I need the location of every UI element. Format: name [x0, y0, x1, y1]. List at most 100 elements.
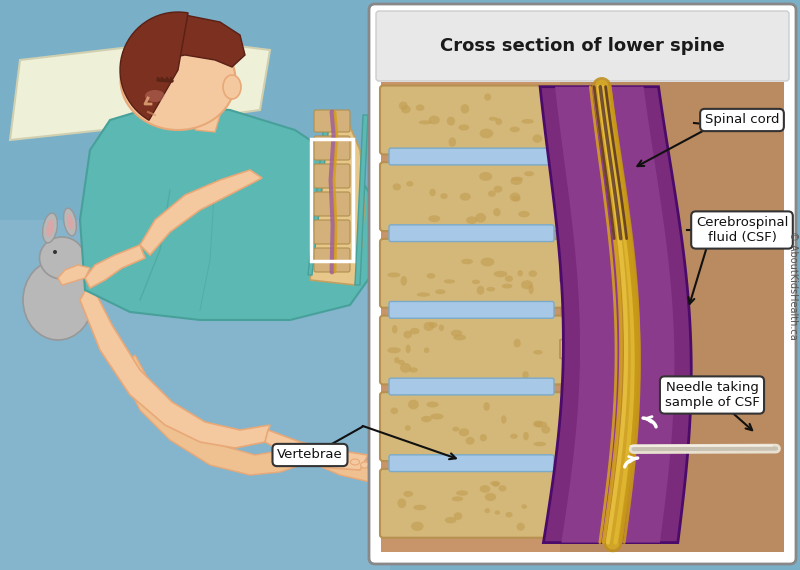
- Ellipse shape: [590, 111, 597, 113]
- Polygon shape: [80, 105, 380, 320]
- Ellipse shape: [533, 350, 542, 355]
- Ellipse shape: [569, 338, 573, 340]
- Ellipse shape: [586, 425, 592, 429]
- Text: © AboutKidsHealth.ca: © AboutKidsHealth.ca: [788, 231, 798, 339]
- Ellipse shape: [568, 491, 575, 496]
- Ellipse shape: [534, 442, 546, 446]
- Polygon shape: [10, 40, 270, 140]
- FancyBboxPatch shape: [369, 4, 796, 564]
- FancyBboxPatch shape: [314, 136, 350, 160]
- Ellipse shape: [480, 434, 487, 441]
- Ellipse shape: [533, 135, 542, 143]
- Ellipse shape: [522, 504, 527, 509]
- Ellipse shape: [590, 109, 594, 113]
- Ellipse shape: [452, 427, 459, 431]
- Ellipse shape: [414, 504, 426, 510]
- Ellipse shape: [408, 400, 418, 409]
- Ellipse shape: [426, 401, 438, 408]
- Ellipse shape: [571, 433, 576, 435]
- Polygon shape: [310, 452, 405, 482]
- Ellipse shape: [445, 517, 457, 523]
- Polygon shape: [265, 430, 368, 470]
- Ellipse shape: [510, 193, 520, 202]
- FancyBboxPatch shape: [314, 110, 350, 132]
- Polygon shape: [195, 112, 220, 132]
- Ellipse shape: [511, 177, 523, 181]
- FancyBboxPatch shape: [314, 220, 350, 244]
- Ellipse shape: [484, 93, 491, 101]
- Ellipse shape: [483, 402, 490, 411]
- Bar: [381, 82, 784, 552]
- Ellipse shape: [429, 322, 438, 328]
- Ellipse shape: [533, 421, 543, 427]
- Ellipse shape: [429, 116, 440, 124]
- Ellipse shape: [393, 184, 401, 190]
- Ellipse shape: [510, 127, 520, 132]
- Ellipse shape: [562, 348, 570, 352]
- Ellipse shape: [523, 432, 529, 441]
- Ellipse shape: [506, 512, 513, 518]
- Ellipse shape: [401, 105, 410, 113]
- Ellipse shape: [501, 416, 506, 424]
- Ellipse shape: [593, 271, 597, 273]
- Ellipse shape: [529, 284, 534, 294]
- Ellipse shape: [472, 280, 480, 284]
- Ellipse shape: [502, 284, 512, 288]
- Ellipse shape: [480, 485, 490, 493]
- FancyBboxPatch shape: [389, 148, 554, 165]
- Ellipse shape: [492, 482, 499, 487]
- Ellipse shape: [409, 367, 418, 373]
- Polygon shape: [140, 170, 262, 255]
- Ellipse shape: [571, 202, 576, 207]
- FancyBboxPatch shape: [380, 316, 563, 384]
- Bar: [560, 82, 784, 552]
- Ellipse shape: [424, 347, 430, 353]
- Ellipse shape: [418, 120, 432, 124]
- Ellipse shape: [350, 459, 359, 465]
- Ellipse shape: [581, 353, 586, 356]
- Ellipse shape: [444, 279, 455, 283]
- Ellipse shape: [461, 104, 470, 113]
- Ellipse shape: [542, 108, 547, 113]
- Ellipse shape: [479, 129, 494, 139]
- Ellipse shape: [494, 208, 501, 217]
- Ellipse shape: [394, 357, 399, 363]
- Ellipse shape: [400, 363, 411, 373]
- FancyBboxPatch shape: [314, 192, 350, 216]
- FancyBboxPatch shape: [389, 225, 554, 242]
- Ellipse shape: [42, 213, 58, 243]
- FancyBboxPatch shape: [380, 162, 563, 231]
- Polygon shape: [560, 102, 602, 138]
- Ellipse shape: [410, 328, 419, 335]
- Ellipse shape: [466, 437, 474, 445]
- Ellipse shape: [494, 271, 507, 277]
- Ellipse shape: [46, 219, 54, 237]
- Ellipse shape: [447, 117, 455, 125]
- Ellipse shape: [454, 335, 466, 340]
- Ellipse shape: [521, 280, 533, 289]
- Text: Needle taking
sample of CSF: Needle taking sample of CSF: [665, 381, 759, 409]
- Ellipse shape: [562, 430, 569, 436]
- Ellipse shape: [518, 211, 530, 217]
- Wedge shape: [120, 12, 188, 120]
- FancyBboxPatch shape: [380, 239, 563, 308]
- Ellipse shape: [544, 116, 554, 120]
- Ellipse shape: [466, 217, 478, 224]
- Ellipse shape: [456, 490, 468, 496]
- Polygon shape: [560, 332, 602, 368]
- Ellipse shape: [421, 416, 432, 422]
- Ellipse shape: [398, 498, 406, 508]
- Ellipse shape: [223, 75, 241, 99]
- Ellipse shape: [563, 128, 568, 131]
- Ellipse shape: [577, 272, 580, 275]
- Ellipse shape: [569, 338, 575, 340]
- Ellipse shape: [586, 194, 590, 199]
- FancyBboxPatch shape: [376, 11, 789, 81]
- Polygon shape: [308, 115, 330, 275]
- Ellipse shape: [460, 193, 470, 201]
- Ellipse shape: [510, 177, 522, 185]
- Ellipse shape: [405, 425, 411, 431]
- Ellipse shape: [580, 513, 585, 516]
- Ellipse shape: [568, 205, 576, 211]
- Text: Spinal cord: Spinal cord: [705, 113, 779, 127]
